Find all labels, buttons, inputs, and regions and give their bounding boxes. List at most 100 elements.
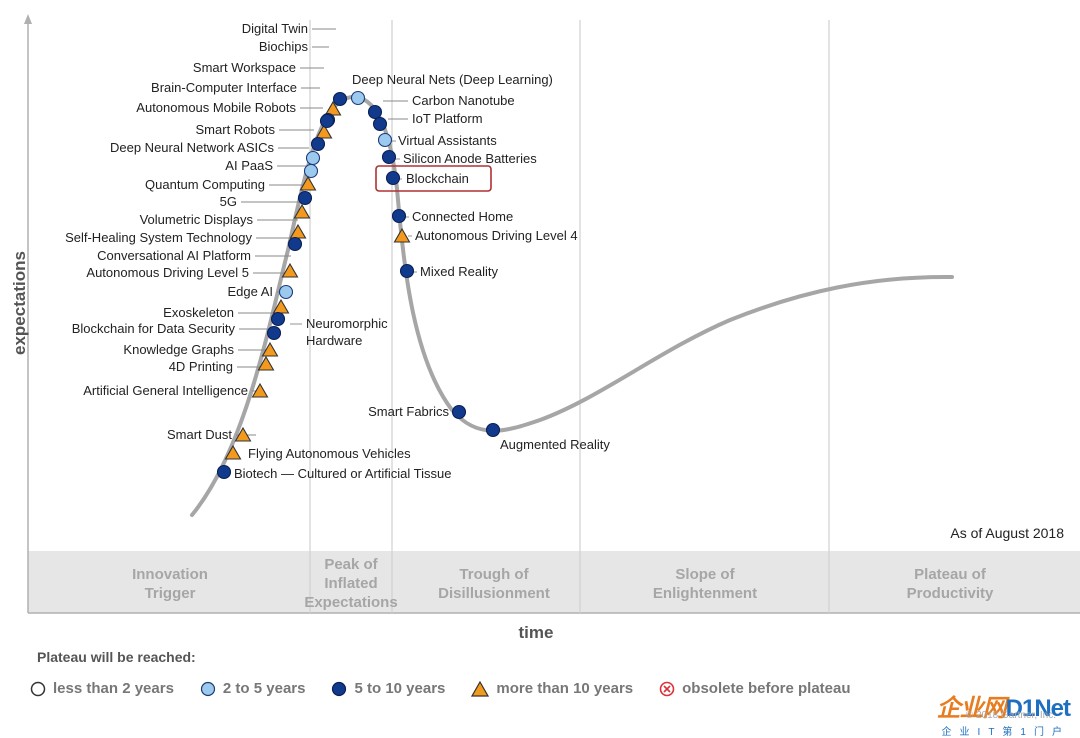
label-edge-ai: Edge AI: [227, 284, 273, 299]
label-deep-neural-network-asics: Deep Neural Network ASICs: [110, 140, 275, 155]
watermark-brand-en: D1Net: [1005, 695, 1071, 722]
light-blue-circle-icon: [200, 681, 216, 696]
marker-carbon-nanotube-circle-icon: [367, 104, 383, 120]
marker-4d-printing-triangle-icon: [261, 341, 279, 357]
watermark-brand-cn: 企业网: [936, 695, 1007, 722]
marker-5g-circle-icon: [297, 190, 313, 206]
label-smart-fabrics: Smart Fabrics: [368, 404, 449, 419]
label-artificial-general-intelligence: Artificial General Intelligence: [83, 383, 248, 398]
marker-augmented-reality-circle-icon: [485, 422, 501, 438]
y-axis-arrow: [24, 14, 32, 24]
label-mixed-reality: Mixed Reality: [420, 264, 499, 279]
label-smart-workspace: Smart Workspace: [193, 60, 296, 75]
x-axis-label: time: [518, 623, 554, 642]
legend-label: 2 to 5 years: [222, 680, 306, 697]
blockchain-highlight-box: [375, 165, 492, 192]
marker-biochips-triangle-icon: [324, 100, 342, 116]
marker-deep-neural-nets-deep-learning-circle-icon: [350, 90, 366, 106]
marker-edge-ai-circle-icon: [278, 284, 294, 300]
watermark-tagline: 企业IT第1门户: [941, 727, 1070, 738]
legend-title: Plateau will be reached:: [37, 649, 196, 665]
marker-artificial-general-intelligence-triangle-icon: [257, 355, 275, 371]
label-autonomous-driving-level-4: Autonomous Driving Level 4: [415, 228, 578, 243]
technology-markers: [216, 90, 501, 480]
hype-curve: [190, 94, 954, 517]
marker-smart-dust-triangle-icon: [251, 382, 269, 398]
label-biochips: Biochips: [259, 39, 309, 54]
label-knowledge-graphs: Knowledge Graphs: [123, 342, 234, 357]
legend-item-2-to-5-years: 2 to 5 years: [200, 680, 306, 697]
label-smart-robots: Smart Robots: [196, 122, 276, 137]
phase-slope: Slope of Enlightenment: [652, 566, 758, 602]
white-circle-icon: [30, 681, 46, 696]
marker-brain-computer-interface-triangle-icon: [315, 123, 333, 139]
legend-label: obsolete before plateau: [682, 680, 851, 697]
label-blockchain-for-data-security: Blockchain for Data Security: [72, 321, 236, 336]
marker-mixed-reality-circle-icon: [399, 263, 415, 279]
label-conversational-ai-platform: Conversational AI Platform: [97, 248, 251, 263]
marker-ai-paas-circle-icon: [303, 163, 319, 179]
legend-item-more-than-10-years: more than 10 years: [471, 680, 633, 697]
label-biotech-cultured-or-artificial-tissue: Biotech — Cultured or Artificial Tissue: [234, 466, 451, 481]
label-brain-computer-interface: Brain-Computer Interface: [151, 80, 297, 95]
marker-autonomous-driving-level-4-triangle-icon: [393, 227, 411, 243]
marker-autonomous-mobile-robots-circle-icon: [319, 113, 335, 129]
as-of-date: As of August 2018: [950, 525, 1064, 541]
orange-triangle-icon: [471, 680, 490, 697]
label-exoskeleton: Exoskeleton: [163, 305, 234, 320]
label-blockchain: Blockchain: [406, 171, 469, 186]
marker-digital-twin-circle-icon: [332, 91, 348, 107]
label-5g: 5G: [220, 194, 237, 209]
label-silicon-anode-batteries: Silicon Anode Batteries: [403, 151, 537, 166]
label-augmented-reality: Augmented Reality: [500, 437, 610, 452]
marker-deep-neural-network-asics-circle-icon: [305, 150, 321, 166]
label-iot-platform: IoT Platform: [412, 111, 483, 126]
legend-label: more than 10 years: [496, 680, 634, 697]
marker-connected-home-circle-icon: [391, 208, 407, 224]
watermark-logo: 企业网D1Net: [936, 688, 1071, 723]
marker-quantum-computing-triangle-icon: [299, 175, 317, 191]
marker-blockchain-circle-icon: [385, 170, 401, 186]
legend-label: less than 2 years: [53, 680, 174, 697]
label-neuromorphic-hardware: Neuromorphic Hardware: [306, 316, 388, 348]
label-4d-printing: 4D Printing: [169, 359, 233, 374]
marker-iot-platform-circle-icon: [372, 116, 388, 132]
marker-smart-fabrics-circle-icon: [451, 404, 467, 420]
legend-label: 5 to 10 years: [354, 680, 446, 697]
label-virtual-assistants: Virtual Assistants: [398, 133, 497, 148]
watermark: 企业网D1Net 企业IT第1门户 © 2018 Gartner, Inc.: [936, 688, 1071, 738]
label-carbon-nanotube: Carbon Nanotube: [412, 93, 515, 108]
phase-plateau: Plateau of Productivity: [906, 566, 994, 602]
label-smart-dust: Smart Dust: [167, 427, 232, 442]
label-volumetric-displays: Volumetric Displays: [140, 212, 254, 227]
marker-autonomous-driving-level-5-triangle-icon: [281, 262, 299, 278]
dark-blue-circle-icon: [332, 681, 347, 696]
legend: less than 2 years 2 to 5 years 5 to 10 y…: [30, 680, 877, 697]
label-deep-neural-nets-deep-learning: Deep Neural Nets (Deep Learning): [352, 72, 553, 87]
phase-peak: Peak of Inflated Expectations: [304, 556, 398, 611]
obsolete-x-icon: [659, 681, 675, 696]
legend-item-5-to-10-years: 5 to 10 years: [331, 680, 445, 697]
label-connected-home: Connected Home: [412, 209, 513, 224]
marker-knowledge-graphs-circle-icon: [266, 325, 282, 341]
marker-conversational-ai-platform-circle-icon: [287, 236, 303, 252]
marker-biotech-cultured-or-artificial-tissue-triangle-icon: [224, 444, 242, 460]
label-ai-paas: AI PaaS: [225, 158, 273, 173]
marker-flying-autonomous-vehicles-triangle-icon: [234, 426, 252, 442]
phase-band: [28, 551, 1080, 613]
label-quantum-computing: Quantum Computing: [145, 177, 265, 192]
label-autonomous-mobile-robots: Autonomous Mobile Robots: [136, 100, 296, 115]
phase-trough: Trough of Disillusionment: [438, 566, 550, 602]
marker-silicon-anode-batteries-circle-icon: [381, 149, 397, 165]
technology-labels: Digital Twin Biochips Smart Workspace Brain…: [65, 21, 610, 481]
y-axis-label: expectations: [10, 251, 29, 355]
legend-item-less-than-2-years: less than 2 years: [30, 680, 174, 697]
phase-innovation-trigger: Innovation Trigger: [132, 566, 208, 602]
label-autonomous-driving-level-5: Autonomous Driving Level 5: [86, 265, 249, 280]
marker-smart-robots-circle-icon: [310, 136, 326, 152]
label-self-healing-system-technology: Self-Healing System Technology: [65, 230, 252, 245]
marker-virtual-assistants-circle-icon: [377, 132, 393, 148]
copyright: © 2018 Gartner, Inc.: [965, 710, 1056, 721]
